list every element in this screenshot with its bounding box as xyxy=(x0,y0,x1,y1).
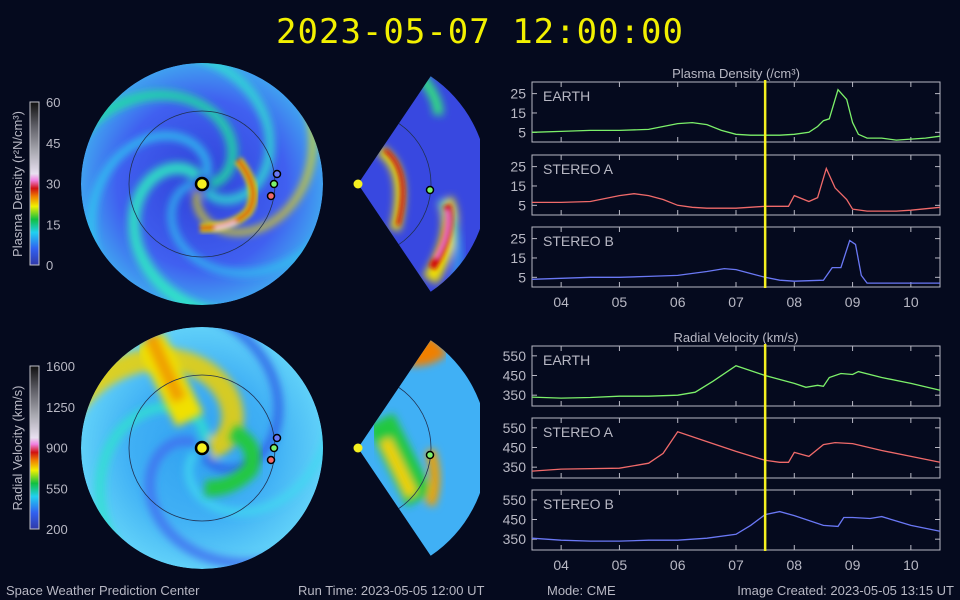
sun-marker xyxy=(353,179,363,189)
y-tick-label: 450 xyxy=(503,440,527,456)
sun-marker xyxy=(194,440,210,456)
velocity-colorbar: Radial Velocity (km/s) 200 550 900 1250 1600 xyxy=(10,359,75,537)
y-tick-label: 25 xyxy=(510,86,526,102)
series-line-stereo-a xyxy=(531,431,941,472)
panel-stereo-b: 350 450 550 STEREO B xyxy=(503,489,941,551)
solar-wind-stream xyxy=(144,365,323,569)
colorbar-tick-label: 15 xyxy=(46,217,60,232)
solar-wind-stream xyxy=(178,327,323,517)
y-tick-label: 550 xyxy=(503,420,527,436)
solar-wind-stream xyxy=(100,63,316,236)
cme-density-front xyxy=(199,157,258,233)
y-tick-label: 25 xyxy=(510,159,526,175)
colorbar-tick-label: 0 xyxy=(46,258,53,273)
footer-image-created: Image Created: 2023-05-05 13:15 UT xyxy=(737,583,954,598)
footer-run-time: Run Time: 2023-05-05 12:00 UT xyxy=(298,583,485,598)
colorbar-tick-label: 200 xyxy=(46,522,68,537)
x-tick-label: 10 xyxy=(903,294,919,310)
x-tick-label: 07 xyxy=(728,557,744,573)
colorbar-tick-label: 1250 xyxy=(46,400,75,415)
x-tick-label: 04 xyxy=(553,557,569,573)
stereo-a-marker xyxy=(266,455,276,465)
earth-marker xyxy=(269,443,279,453)
footer-mode: Mode: CME xyxy=(547,583,616,598)
y-tick-label: 550 xyxy=(503,492,527,508)
x-tick-label: 06 xyxy=(670,557,686,573)
panel-earth: 350 450 550 EARTH xyxy=(503,345,941,407)
body-markers xyxy=(194,169,435,465)
y-tick-label: 5 xyxy=(518,269,526,285)
density-colorbar-label: Plasma Density (r²N/cm³) xyxy=(10,111,25,257)
y-tick-label: 450 xyxy=(503,512,527,528)
y-tick-label: 450 xyxy=(503,368,527,384)
x-tick-label: 08 xyxy=(786,557,802,573)
series-line-stereo-b xyxy=(531,239,940,284)
panel-label: EARTH xyxy=(543,88,590,104)
panel-label: STEREO A xyxy=(543,161,614,177)
solar-wind-stream xyxy=(167,63,323,277)
y-tick-label: 5 xyxy=(518,124,526,140)
panel-stereo-a: 5 15 25 STEREO A xyxy=(510,154,941,216)
y-tick-label: 350 xyxy=(503,387,527,403)
x-tick-label: 04 xyxy=(553,294,569,310)
solar-wind-stream xyxy=(81,89,238,305)
panel-earth: 5 15 25 EARTH xyxy=(510,81,941,143)
chart-title: Radial Velocity (km/s) xyxy=(674,330,799,345)
solar-wind-stream xyxy=(87,131,304,305)
series-line-earth xyxy=(531,364,941,399)
y-tick-label: 550 xyxy=(503,348,527,364)
y-tick-label: 15 xyxy=(510,105,526,121)
panel-frame xyxy=(531,81,941,143)
velocity-colorbar-label: Radial Velocity (km/s) xyxy=(10,386,25,511)
y-tick-label: 15 xyxy=(510,178,526,194)
x-tick-label: 06 xyxy=(670,294,686,310)
solar-wind-stream xyxy=(81,63,275,205)
x-tick-label: 09 xyxy=(845,557,861,573)
x-tick-label: 10 xyxy=(903,557,919,573)
x-tick-label: 09 xyxy=(845,294,861,310)
panel-label: STEREO A xyxy=(543,424,614,440)
series-line-earth xyxy=(531,88,941,141)
y-tick-label: 350 xyxy=(503,459,527,475)
panel-label: EARTH xyxy=(543,352,590,368)
timestamp-title: 2023-05-07 12:00:00 xyxy=(276,12,684,52)
colorbar-tick-label: 60 xyxy=(46,95,60,110)
stereo-b-marker xyxy=(272,433,282,443)
solar-wind-stream xyxy=(81,327,283,474)
sun-marker xyxy=(353,443,363,453)
earth-marker xyxy=(425,185,435,195)
series-line-stereo-b xyxy=(531,510,941,542)
y-tick-label: 5 xyxy=(518,197,526,213)
earth-marker xyxy=(425,450,435,460)
colorbar-tick-label: 45 xyxy=(46,136,60,151)
density-colorbar: Plasma Density (r²N/cm³) 0 15 30 45 60 xyxy=(10,95,60,273)
x-tick-label: 05 xyxy=(612,557,628,573)
panel-stereo-a: 350 450 550 STEREO A xyxy=(503,417,941,479)
solar-wind-stream xyxy=(127,162,323,305)
earth-marker xyxy=(269,179,279,189)
stereo-b-marker xyxy=(272,169,282,179)
x-tick-label: 05 xyxy=(612,294,628,310)
colorbar-tick-label: 30 xyxy=(46,177,60,192)
y-tick-label: 350 xyxy=(503,531,527,547)
cme-velocity-front xyxy=(136,332,261,497)
panel-label: STEREO B xyxy=(543,233,614,249)
colorbar-tick-label: 1600 xyxy=(46,359,75,374)
series-line-stereo-a xyxy=(532,166,941,212)
panel-label: STEREO B xyxy=(543,496,614,512)
colorbar-tick-label: 550 xyxy=(46,481,68,496)
panel-stereo-b: 5 15 25 STEREO B xyxy=(510,226,941,288)
colorbar-tick-label: 900 xyxy=(46,441,68,456)
stereo-a-marker xyxy=(266,191,276,201)
x-tick-label: 08 xyxy=(786,294,802,310)
y-tick-label: 15 xyxy=(510,250,526,266)
sun-marker xyxy=(194,176,210,192)
time-series-charts: Plasma Density (/cm³) 5 15 25 EARTH 5 15 25 STER… xyxy=(503,66,941,573)
footer-organization: Space Weather Prediction Center xyxy=(6,583,200,598)
chart-title: Plasma Density (/cm³) xyxy=(672,66,800,81)
y-tick-label: 25 xyxy=(510,231,526,247)
x-tick-label: 07 xyxy=(728,294,744,310)
